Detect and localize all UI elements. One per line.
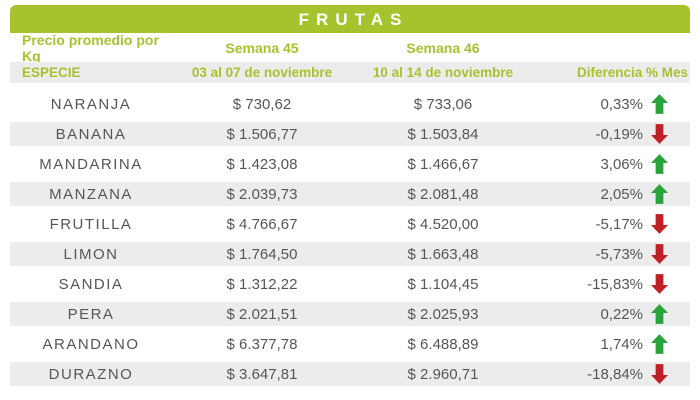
diff-percent: -5,17% xyxy=(595,215,643,233)
table-row: PERA $ 2.021,51 $ 2.025,93 0,22% xyxy=(10,299,690,329)
table-row: ARANDANO $ 6.377,78 $ 6.488,89 1,74% xyxy=(10,329,690,359)
diff-percent: 2,05% xyxy=(600,185,643,203)
diff-cell: 2,05% xyxy=(534,184,690,204)
table-row: FRUTILLA $ 4.766,67 $ 4.520,00 -5,17% xyxy=(10,209,690,239)
diff-percent: 0,22% xyxy=(600,305,643,323)
table-row: NARANJA $ 730,62 $ 733,06 0,33% xyxy=(10,89,690,119)
diff-cell: -5,17% xyxy=(534,214,690,234)
trend-down-icon xyxy=(651,124,668,144)
species-name: PERA xyxy=(67,305,115,323)
especie-column-header: ESPECIE xyxy=(22,65,81,80)
table-body: NARANJA $ 730,62 $ 733,06 0,33% BANANA $… xyxy=(10,89,690,389)
diff-column-header: Diferencia % Mes xyxy=(576,65,688,80)
trend-down-icon xyxy=(651,214,668,234)
species-name: DURAZNO xyxy=(48,365,134,383)
week2-label: Semana 46 xyxy=(406,40,480,56)
week1-price: $ 1.312,22 xyxy=(226,275,298,293)
diff-percent: -5,73% xyxy=(595,245,643,263)
trend-down-icon xyxy=(651,274,668,294)
week2-price: $ 6.488,89 xyxy=(407,335,479,353)
week1-range-header: 03 al 07 de noviembre xyxy=(191,65,333,80)
column-header-row: ESPECIE 03 al 07 de noviembre 10 al 14 d… xyxy=(10,62,690,83)
week2-price: $ 1.104,45 xyxy=(407,275,479,293)
week2-price: $ 2.081,48 xyxy=(407,185,479,203)
diff-percent: -15,83% xyxy=(587,275,643,293)
week1-price: $ 730,62 xyxy=(232,95,292,113)
week2-price: $ 4.520,00 xyxy=(407,215,479,233)
table-row: MANZANA $ 2.039,73 $ 2.081,48 2,05% xyxy=(10,179,690,209)
week2-price: $ 1.503,84 xyxy=(407,125,479,143)
species-name: SANDIA xyxy=(58,275,124,293)
week2-price: $ 2.960,71 xyxy=(407,365,479,383)
trend-up-icon xyxy=(651,94,668,114)
species-name: ARANDANO xyxy=(42,335,140,353)
week1-price: $ 6.377,78 xyxy=(226,335,298,353)
diff-cell: -5,73% xyxy=(534,244,690,264)
table-row: SANDIA $ 1.312,22 $ 1.104,45 -15,83% xyxy=(10,269,690,299)
diff-cell: -0,19% xyxy=(534,124,690,144)
week1-price: $ 3.647,81 xyxy=(226,365,298,383)
diff-percent: -0,19% xyxy=(595,125,643,143)
species-name: MANDARINA xyxy=(39,155,143,173)
diff-cell: -18,84% xyxy=(534,364,690,384)
diff-cell: 0,22% xyxy=(534,304,690,324)
diff-cell: -15,83% xyxy=(534,274,690,294)
week1-price: $ 1.506,77 xyxy=(226,125,298,143)
week2-range-header: 10 al 14 de noviembre xyxy=(372,65,514,80)
week2-price: $ 733,06 xyxy=(413,95,473,113)
table-row: DURAZNO $ 3.647,81 $ 2.960,71 -18,84% xyxy=(10,359,690,389)
diff-percent: -18,84% xyxy=(587,365,643,383)
species-name: BANANA xyxy=(55,125,127,143)
diff-percent: 0,33% xyxy=(600,95,643,113)
week2-price: $ 1.466,67 xyxy=(407,155,479,173)
trend-up-icon xyxy=(651,304,668,324)
diff-cell: 0,33% xyxy=(534,94,690,114)
trend-up-icon xyxy=(651,154,668,174)
trend-down-icon xyxy=(651,244,668,264)
species-name: FRUTILLA xyxy=(49,215,133,233)
table-title-bar: FRUTAS xyxy=(10,5,690,33)
trend-up-icon xyxy=(651,184,668,204)
subheader-row: Precio promedio por Kg Semana 45 Semana … xyxy=(10,32,690,64)
week1-price: $ 1.423,08 xyxy=(226,155,298,173)
species-name: NARANJA xyxy=(50,95,132,113)
diff-percent: 1,74% xyxy=(600,335,643,353)
week1-price: $ 4.766,67 xyxy=(226,215,298,233)
trend-down-icon xyxy=(651,364,668,384)
table-title: FRUTAS xyxy=(298,9,409,29)
week1-price: $ 2.021,51 xyxy=(226,305,298,323)
diff-cell: 3,06% xyxy=(534,154,690,174)
species-name: LIMON xyxy=(63,245,119,263)
trend-up-icon xyxy=(651,334,668,354)
week1-label: Semana 45 xyxy=(225,40,299,56)
week2-price: $ 1.663,48 xyxy=(407,245,479,263)
table-row: MANDARINA $ 1.423,08 $ 1.466,67 3,06% xyxy=(10,149,690,179)
table-row: LIMON $ 1.764,50 $ 1.663,48 -5,73% xyxy=(10,239,690,269)
species-name: MANZANA xyxy=(49,185,133,203)
diff-cell: 1,74% xyxy=(534,334,690,354)
table-row: BANANA $ 1.506,77 $ 1.503,84 -0,19% xyxy=(10,119,690,149)
subtitle: Precio promedio por Kg xyxy=(22,32,159,64)
week1-price: $ 2.039,73 xyxy=(226,185,298,203)
diff-percent: 3,06% xyxy=(600,155,643,173)
week2-price: $ 2.025,93 xyxy=(407,305,479,323)
week1-price: $ 1.764,50 xyxy=(226,245,298,263)
